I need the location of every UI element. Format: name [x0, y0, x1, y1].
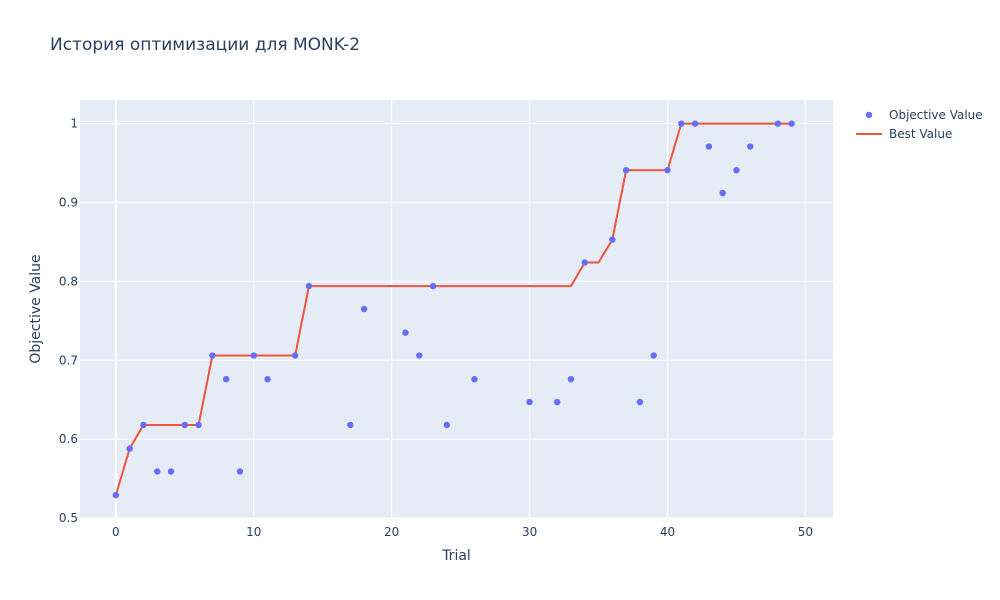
chart-title: История оптимизации для MONK-2 [50, 35, 360, 55]
data-point[interactable] [622, 166, 630, 174]
legend-label: Objective Value [889, 108, 983, 122]
data-point[interactable] [774, 120, 782, 127]
y-tick-label: 0.7 [59, 353, 78, 367]
data-point[interactable] [788, 120, 795, 127]
data-point[interactable] [747, 143, 754, 150]
data-point[interactable] [650, 352, 657, 359]
data-point[interactable] [222, 375, 230, 383]
data-point[interactable] [678, 120, 685, 127]
legend[interactable]: Objective Value Best Value [856, 108, 983, 141]
y-axis-label: Objective Value [28, 254, 44, 363]
x-tick-label: 0 [112, 525, 120, 539]
data-point[interactable] [209, 352, 216, 359]
data-point[interactable] [236, 468, 244, 475]
data-point[interactable] [705, 143, 713, 150]
data-point[interactable] [719, 189, 726, 197]
data-point[interactable] [347, 421, 354, 429]
y-tick-label: 0.6 [59, 432, 78, 446]
data-point[interactable] [264, 375, 271, 383]
legend-item[interactable]: Objective Value [865, 108, 983, 122]
grid-lines [80, 100, 833, 519]
y-tick-label: 0.8 [59, 274, 78, 288]
x-tick-label: 20 [384, 525, 399, 539]
data-point[interactable] [429, 282, 437, 290]
legend-item[interactable]: Best Value [856, 127, 952, 141]
series-line-best-value [114, 122, 792, 496]
data-point[interactable] [195, 421, 202, 429]
y-tick-label: 1 [70, 117, 78, 131]
data-point[interactable] [443, 421, 451, 429]
data-point[interactable] [360, 305, 368, 313]
data-point[interactable] [305, 282, 313, 290]
tick-labels: 0 10 20 30 40 50 0.5 0.6 0.7 0.8 0.9 1 [59, 117, 813, 539]
series-layer [112, 120, 795, 499]
data-point[interactable] [402, 329, 409, 336]
x-axis-label: Trial [441, 548, 471, 564]
data-point[interactable] [567, 375, 575, 383]
data-point[interactable] [581, 259, 588, 266]
plot-area [80, 100, 833, 518]
data-point[interactable] [250, 352, 257, 359]
data-point[interactable] [140, 421, 147, 429]
data-point[interactable] [291, 352, 299, 359]
data-point[interactable] [416, 352, 423, 359]
data-point[interactable] [609, 236, 616, 243]
legend-label: Best Value [889, 127, 952, 141]
plot-background [80, 100, 833, 518]
x-tick-label: 10 [246, 525, 261, 539]
data-point[interactable] [181, 421, 189, 429]
x-tick-label: 30 [522, 525, 537, 539]
data-point[interactable] [664, 166, 671, 174]
data-point[interactable] [553, 398, 561, 406]
y-tick-label: 0.5 [59, 511, 78, 525]
x-tick-label: 50 [798, 525, 813, 539]
legend-marker [865, 111, 873, 119]
data-point[interactable] [471, 375, 478, 383]
x-tick-label: 40 [660, 525, 675, 539]
data-point[interactable] [733, 166, 740, 174]
data-point[interactable] [112, 491, 120, 499]
data-point[interactable] [154, 468, 161, 475]
y-tick-label: 0.9 [59, 196, 78, 210]
data-point[interactable] [126, 445, 133, 452]
data-point[interactable] [167, 468, 175, 475]
data-point[interactable] [636, 398, 644, 406]
data-point[interactable] [691, 120, 699, 127]
data-point[interactable] [526, 398, 533, 406]
